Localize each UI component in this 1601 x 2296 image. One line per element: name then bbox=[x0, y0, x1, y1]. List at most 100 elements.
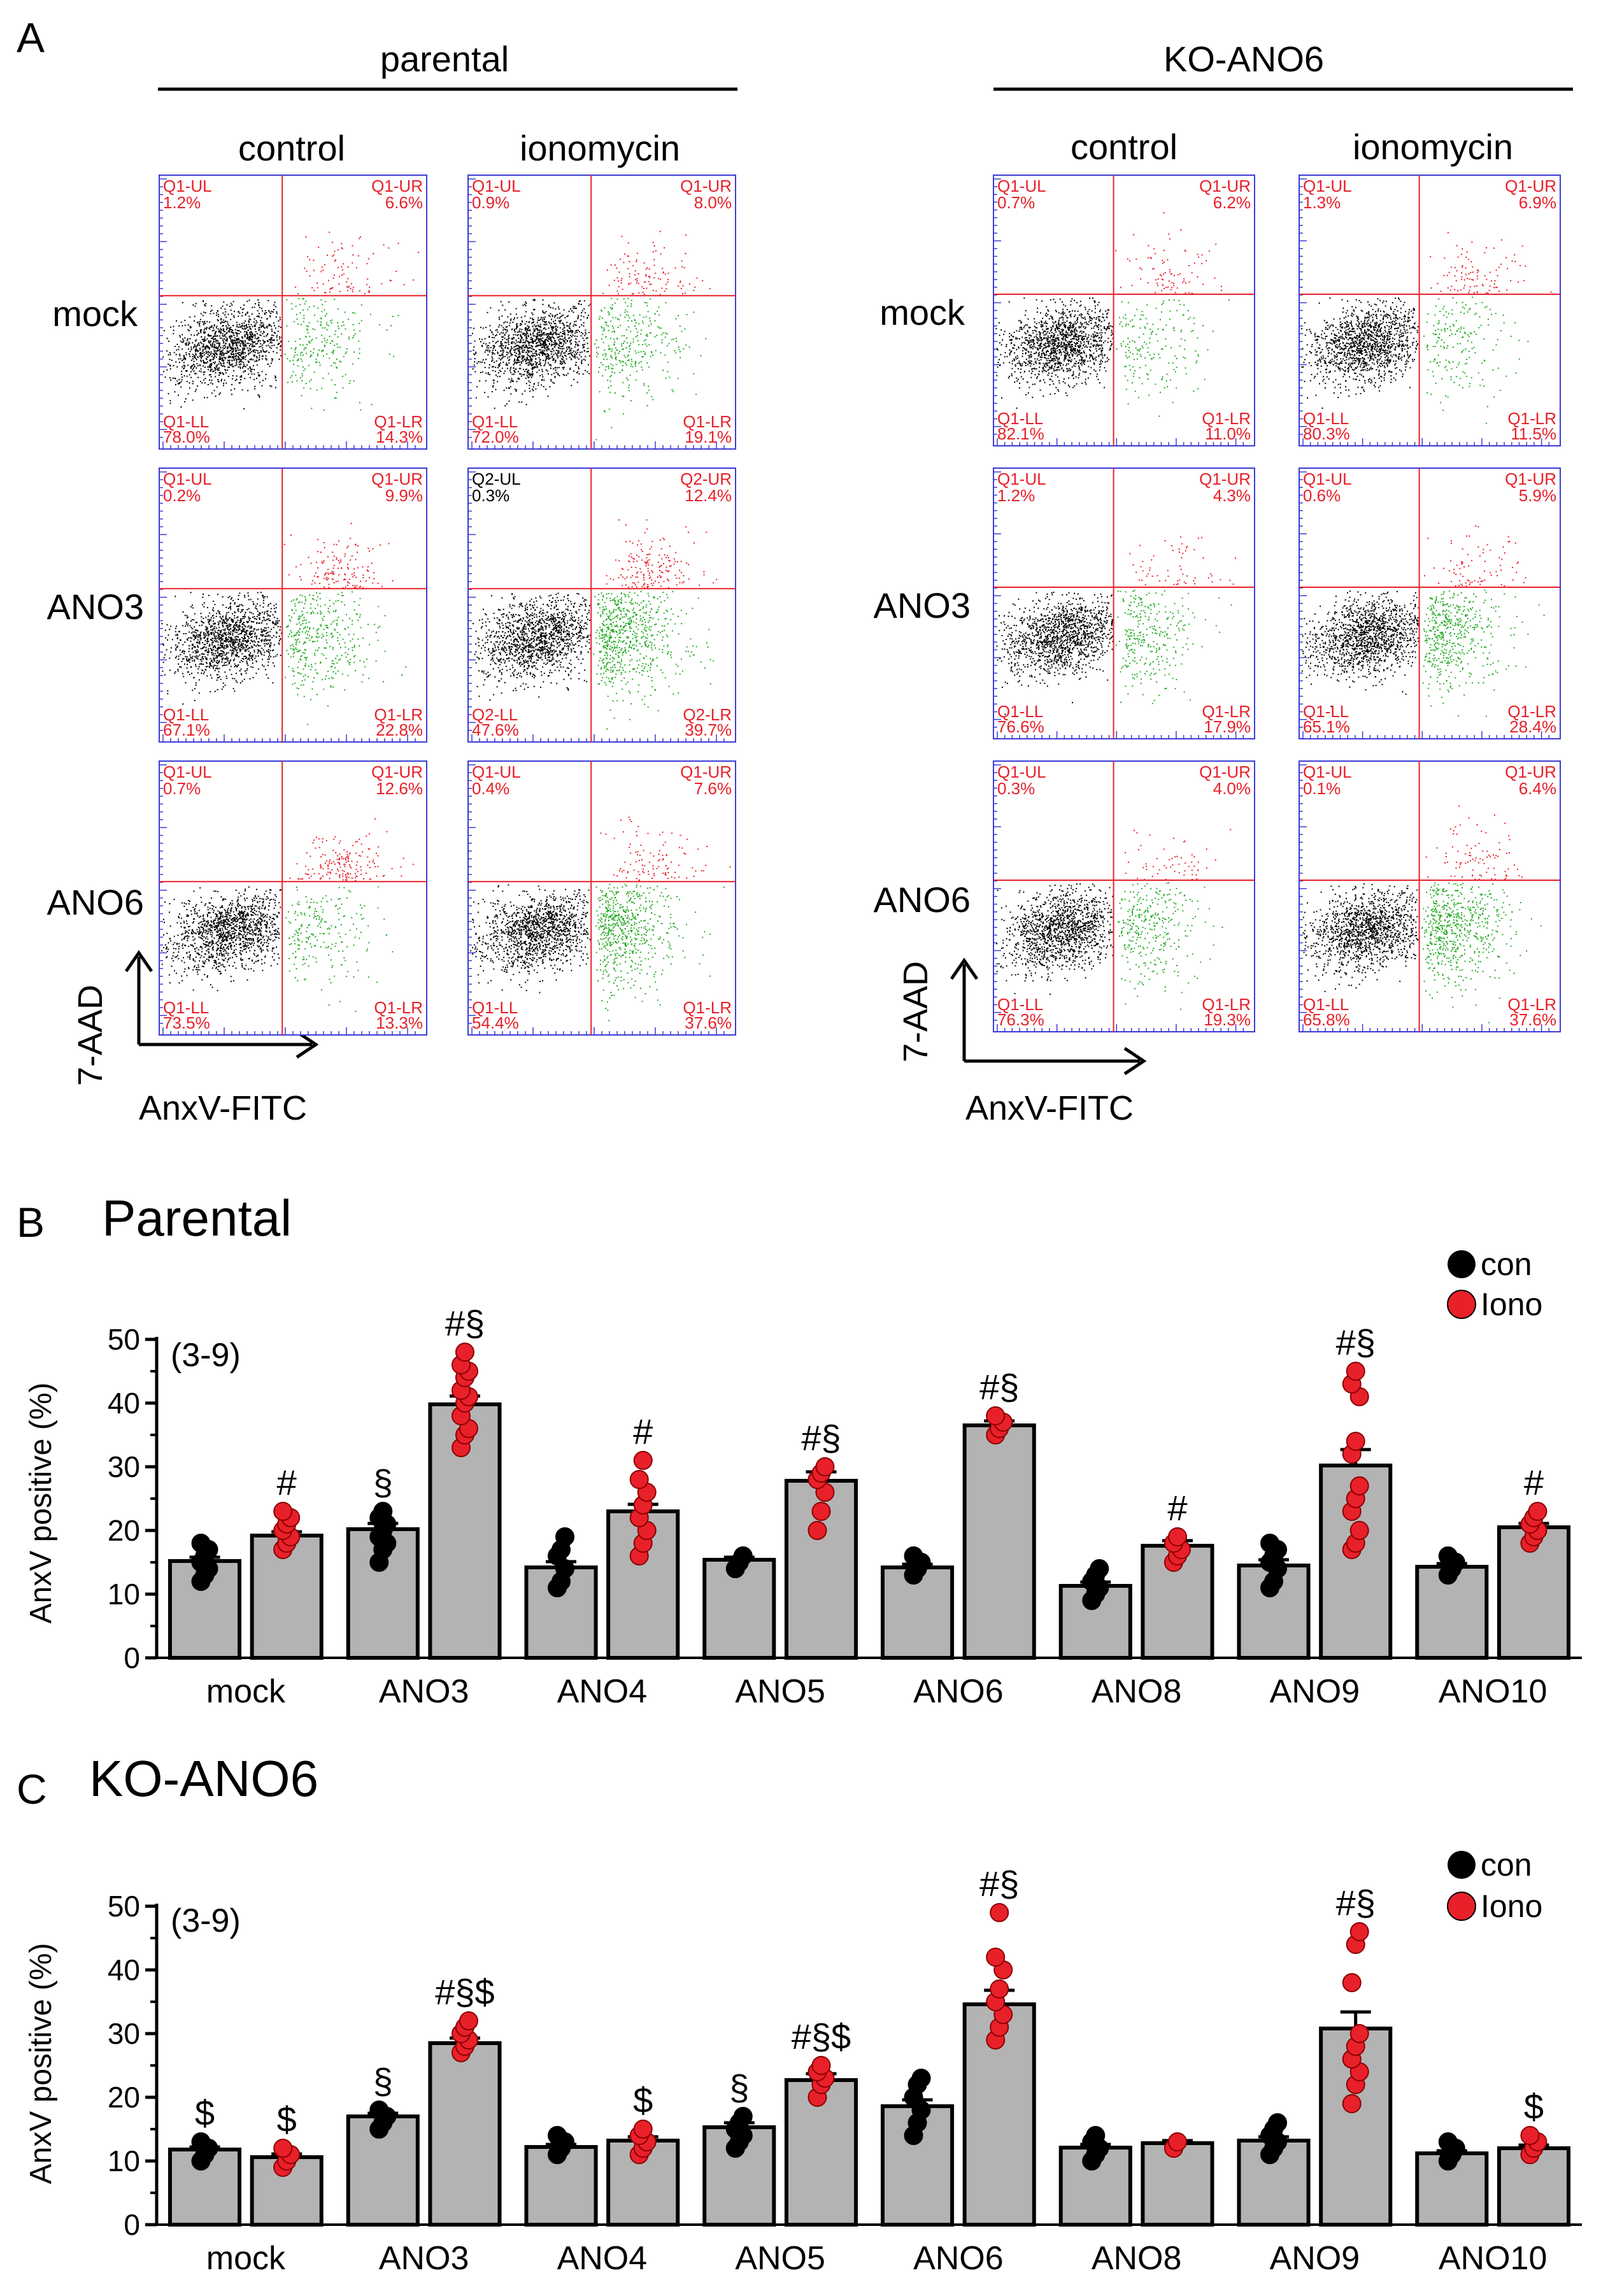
significance-label: $ bbox=[195, 2093, 215, 2133]
y-tick-label: 50 bbox=[108, 1890, 140, 1923]
facs-ticks bbox=[993, 471, 1244, 739]
quadrant-ur-value: 5.9% bbox=[1519, 486, 1556, 505]
chart-c-ylabel: AnxV positive (%) bbox=[24, 1943, 58, 2185]
facs-plots-parental: Q1-UL1.2%Q1-UR6.6%Q1-LL78.0%Q1-LR14.3%Q1… bbox=[159, 175, 736, 1036]
quadrant-lr-label: Q1-LR bbox=[683, 998, 732, 1017]
quadrant-ul-label: Q1-UL bbox=[997, 762, 1046, 781]
chart-c: C KO-ANO6 AnxV positive (%) (3-9) con Io… bbox=[17, 1750, 1582, 2277]
data-point-iono bbox=[1520, 2126, 1540, 2145]
significance-label: § bbox=[729, 2067, 749, 2107]
quadrant-ul-label: Q1-UL bbox=[1303, 176, 1352, 196]
facs-frame bbox=[159, 760, 427, 1036]
quadrant-ul-value: 0.9% bbox=[472, 193, 509, 212]
category-label: ANO9 bbox=[1270, 2240, 1360, 2277]
facs-ticks bbox=[1299, 178, 1550, 446]
quadrant-ur-value: 9.9% bbox=[385, 486, 423, 505]
quadrant-ll-label: Q1-LL bbox=[163, 412, 209, 431]
quadrant-ur-value: 12.6% bbox=[376, 779, 423, 798]
category-label: ANO6 bbox=[913, 1673, 1004, 1710]
chart-b-ylabel: AnxV positive (%) bbox=[24, 1383, 58, 1624]
quadrant-ul-label: Q1-UL bbox=[472, 176, 521, 196]
quadrant-ur-label: Q1-UR bbox=[680, 762, 732, 781]
legend-iono-marker bbox=[1447, 1892, 1476, 1921]
facs-dots bbox=[996, 536, 1236, 715]
facs-dots bbox=[1301, 525, 1545, 717]
data-point-iono bbox=[1346, 1362, 1365, 1381]
quadrant-ll-label: Q1-LL bbox=[163, 705, 209, 724]
quadrant-ur-label: Q1-UR bbox=[680, 176, 732, 196]
y-tick-label: 50 bbox=[108, 1323, 140, 1356]
quadrant-lr-label: Q1-LR bbox=[1507, 409, 1556, 428]
row-label-parental-ano3: ANO3 bbox=[47, 587, 145, 627]
facs-dots-red bbox=[600, 816, 731, 881]
quadrant-ul-value: 0.6% bbox=[1303, 486, 1341, 505]
row-label-ko-mock: mock bbox=[879, 292, 965, 332]
significance-label: #§$ bbox=[792, 2016, 851, 2057]
quadrant-ll-value: 76.3% bbox=[997, 1010, 1044, 1029]
quadrant-ll-value: 76.6% bbox=[997, 717, 1044, 736]
legend-con-marker bbox=[1448, 1851, 1476, 1879]
quadrant-ul-label: Q2-UL bbox=[472, 469, 521, 488]
legend-con-marker bbox=[1448, 1250, 1476, 1278]
group-ko-ano6: KO-ANO6 control ionomycin mock ANO3 ANO6… bbox=[874, 39, 1573, 1127]
data-point-iono bbox=[811, 1502, 831, 1521]
significance-label: § bbox=[373, 1462, 393, 1502]
facs-dots-black bbox=[472, 592, 591, 701]
quadrant-lr-value: 22.8% bbox=[376, 720, 423, 739]
y-tick-label: 20 bbox=[108, 2081, 140, 2114]
quadrant-lr-value: 39.7% bbox=[685, 720, 732, 739]
y-tick-label: 40 bbox=[108, 1953, 140, 1986]
facs-dots bbox=[996, 829, 1232, 1010]
facs-dots-black bbox=[472, 299, 592, 409]
facs-dots-black bbox=[470, 884, 591, 994]
facs-dots-green bbox=[1116, 590, 1232, 704]
quadrant-ll-label: Q1-LL bbox=[997, 995, 1043, 1014]
quadrant-ll-value: 54.4% bbox=[472, 1013, 519, 1032]
data-point-iono bbox=[629, 1470, 649, 1489]
facs-frame bbox=[1299, 467, 1561, 739]
significance-label: #§ bbox=[445, 1303, 485, 1343]
significance-label: # bbox=[1167, 1488, 1187, 1528]
facs-ticks bbox=[468, 764, 725, 1035]
facs-frame bbox=[159, 175, 427, 450]
facs-dots bbox=[472, 519, 718, 730]
legend-iono-label: Iono bbox=[1481, 1287, 1542, 1322]
row-label-parental-mock: mock bbox=[52, 294, 138, 334]
quadrant-ur-label: Q1-UR bbox=[1505, 176, 1556, 196]
quadrant-ll-label: Q1-LL bbox=[163, 998, 209, 1017]
facs-dots bbox=[470, 816, 731, 1022]
data-point-iono bbox=[1528, 1502, 1548, 1521]
facs-dots-black bbox=[161, 886, 281, 992]
data-point-iono bbox=[459, 2011, 478, 2030]
data-point-iono bbox=[633, 2120, 653, 2139]
data-point-iono bbox=[1342, 2094, 1362, 2113]
col-title-parental-control: control bbox=[238, 128, 345, 168]
facs-plots-ko: Q1-UL0.7%Q1-UR6.2%Q1-LL82.1%Q1-LR11.0%Q1… bbox=[993, 175, 1561, 1032]
significance-label: # bbox=[277, 1462, 297, 1502]
facs-frame bbox=[467, 467, 736, 743]
chart-c-title: KO-ANO6 bbox=[89, 1750, 318, 1807]
quadrant-ul-value: 1.2% bbox=[997, 486, 1035, 505]
quadrant-ll-value: 47.6% bbox=[472, 720, 519, 739]
facs-frame bbox=[1299, 760, 1561, 1032]
facs-frame bbox=[993, 467, 1255, 739]
significance-label: $ bbox=[277, 2099, 297, 2139]
quadrant-ur-value: 4.3% bbox=[1213, 486, 1251, 505]
facs-ticks bbox=[1299, 764, 1550, 1032]
facs-frame bbox=[467, 175, 736, 450]
facs-dots-green bbox=[1422, 589, 1545, 717]
quadrant-ur-value: 6.2% bbox=[1213, 193, 1251, 212]
quadrant-ll-value: 67.1% bbox=[163, 720, 210, 739]
bar-con-ano5 bbox=[702, 1558, 776, 1660]
group-parental: parental control ionomycin mock ANO3 ANO… bbox=[47, 39, 737, 1127]
quadrant-lr-label: Q1-LR bbox=[1507, 995, 1556, 1014]
data-point-con bbox=[1086, 2126, 1106, 2145]
quadrant-lr-value: 37.6% bbox=[685, 1013, 732, 1032]
data-point-iono bbox=[990, 1979, 1009, 1999]
panel-a-letter: A bbox=[17, 14, 45, 61]
quadrant-ul-label: Q1-UL bbox=[163, 469, 212, 488]
